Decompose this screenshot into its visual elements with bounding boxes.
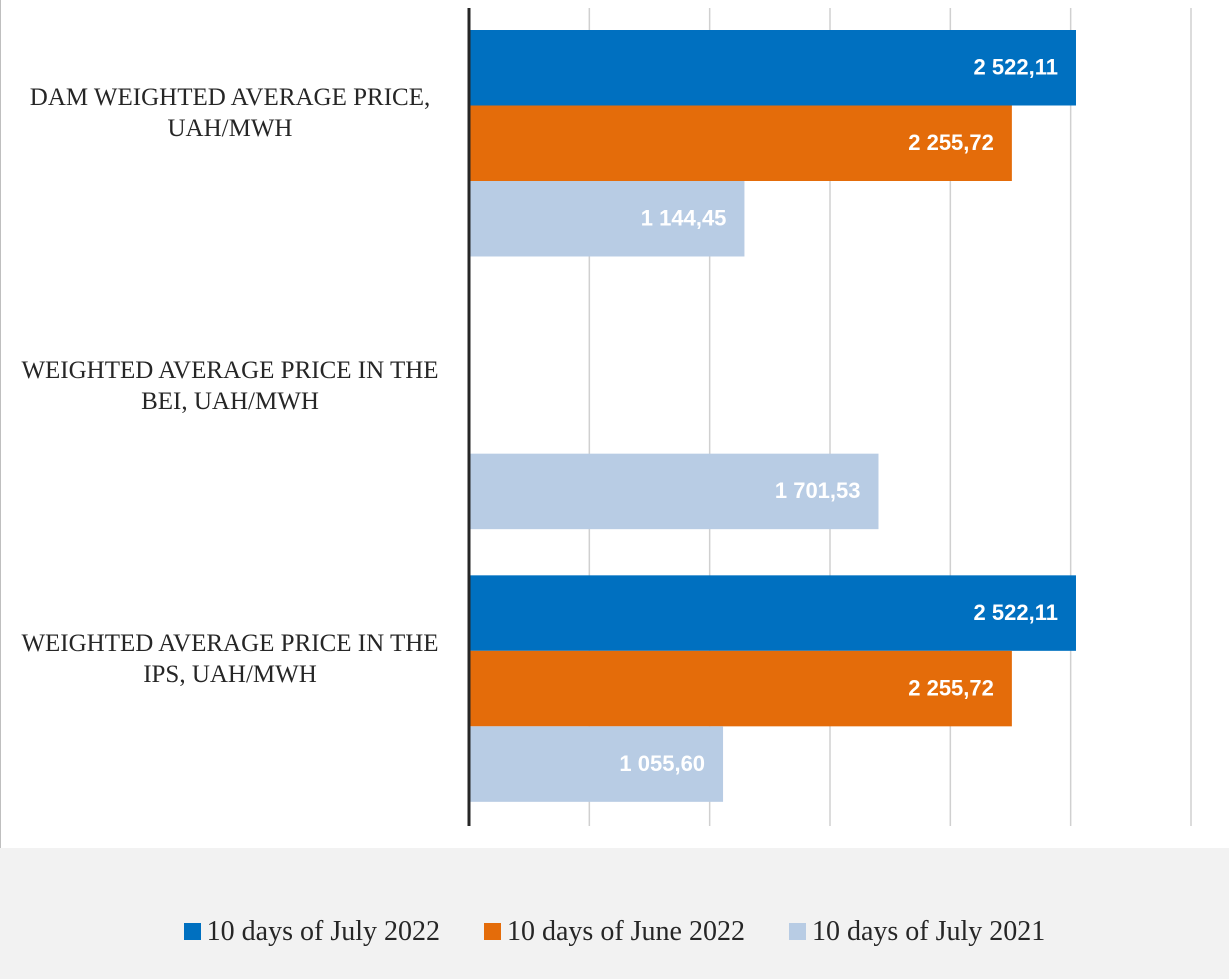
bar xyxy=(469,726,724,802)
value-label: 2 522,11 xyxy=(974,55,1058,80)
value-label: 1 144,45 xyxy=(641,206,727,231)
legend-label: 10 days of July 2022 xyxy=(206,915,440,947)
legend-item: 10 days of June 2022 xyxy=(484,916,745,948)
value-label: 1 701,53 xyxy=(775,478,861,503)
legend-swatch xyxy=(183,923,201,940)
legend-swatch xyxy=(484,923,501,940)
legend: 10 days of July 2022 10 days of June 2022… xyxy=(0,848,1229,979)
legend-swatch xyxy=(788,923,806,940)
bar xyxy=(469,105,1012,181)
category-label: DAM WEIGHTED AVERAGE PRICE, UAH/MWH xyxy=(29,84,431,143)
bar xyxy=(469,650,1012,727)
legend-item: 10 days of July 2022 xyxy=(183,915,440,948)
legend-label: 10 days of July 2021 xyxy=(811,915,1046,947)
category-label: WEIGHTED AVERAGE PRICE IN THE BEI, UAH/M… xyxy=(21,357,439,415)
value-label: 2 255,72 xyxy=(908,675,994,700)
value-label: 1 055,60 xyxy=(619,751,705,776)
value-label: 2 522,11 xyxy=(974,600,1058,625)
bar xyxy=(469,30,1076,106)
bar xyxy=(469,453,879,530)
bar xyxy=(469,575,1076,651)
legend-item: 10 days of July 2021 xyxy=(788,915,1046,948)
bar xyxy=(469,181,745,257)
value-label: 2 255,72 xyxy=(908,130,994,155)
category-label: WEIGHTED AVERAGE PRICE IN THE IPS, UAH/M… xyxy=(21,629,439,688)
legend-label: 10 days of June 2022 xyxy=(507,915,745,947)
chart: 05001 0001 5002 0002 5003 0002 522,112 2… xyxy=(0,0,1192,848)
